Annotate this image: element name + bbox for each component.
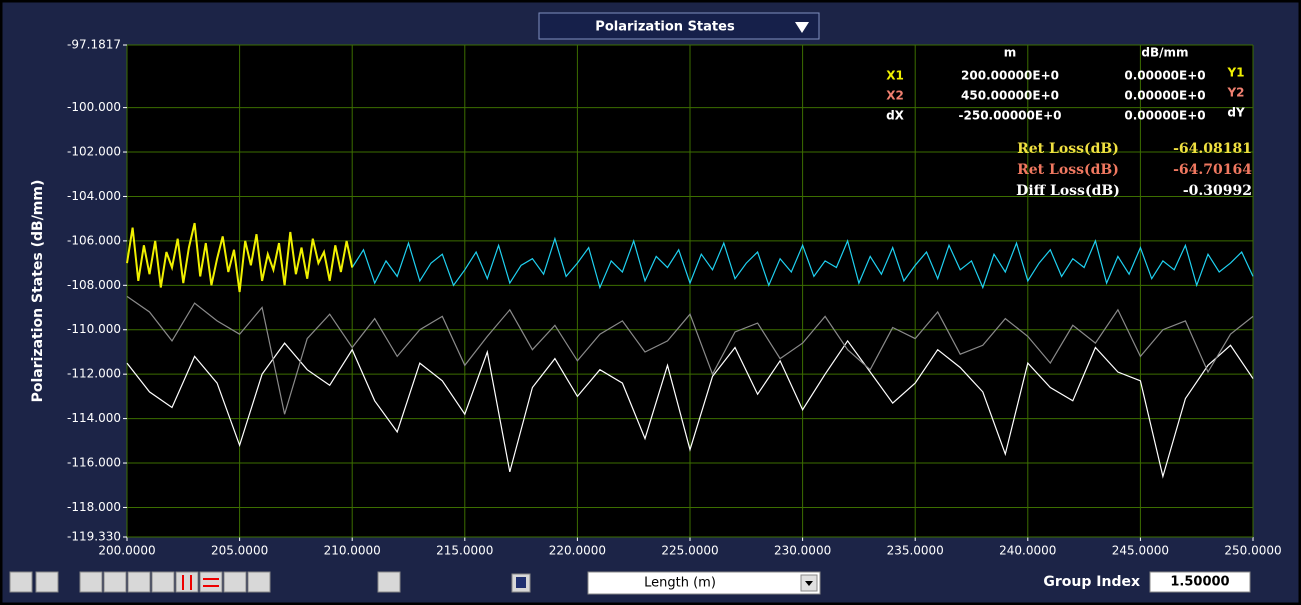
cursor-x-value: 450.00000E+0 <box>961 89 1059 103</box>
data-line <box>351 236 1254 290</box>
tool-button[interactable] <box>35 571 59 593</box>
tool-button[interactable] <box>199 571 223 593</box>
x-tick-label: 250.0000 <box>1224 544 1281 558</box>
cursor-y-value: 0.00000E+0 <box>1124 89 1205 103</box>
group-index-value: 1.50000 <box>1170 575 1229 590</box>
cursor-y-value: 0.00000E+0 <box>1124 69 1205 83</box>
dropdown-arrow <box>795 22 809 33</box>
y-tick-label: -97.1817 <box>67 38 121 52</box>
y-tick-label: -118.000 <box>67 500 121 514</box>
cursor-x-name: X1 <box>886 69 904 83</box>
tool-button[interactable] <box>79 571 103 593</box>
y-tick-label: -116.000 <box>67 456 121 470</box>
readout-header: m <box>1004 46 1017 60</box>
x-tick-label: 215.0000 <box>436 544 493 558</box>
loss-label: Diff Loss(dB) <box>1016 183 1120 199</box>
y-tick-label: -102.000 <box>67 145 121 159</box>
tool-button[interactable] <box>175 571 199 593</box>
readout-header: dB/mm <box>1141 46 1188 60</box>
group-index-label: Group Index <box>1043 574 1140 590</box>
cursor-x-name: dX <box>886 109 905 123</box>
cursor-x-value: 200.00000E+0 <box>961 69 1059 83</box>
tool-button[interactable] <box>223 571 247 593</box>
x-tick-label: 240.0000 <box>999 544 1056 558</box>
x-axis-dropdown[interactable] <box>587 571 821 595</box>
x-tick-label: 210.0000 <box>324 544 381 558</box>
x-tick-label: 230.0000 <box>774 544 831 558</box>
save-icon <box>516 577 526 588</box>
y-tick-label: -119.330 <box>67 530 121 544</box>
x-tick-label: 200.0000 <box>98 544 155 558</box>
cursor-x-name: X2 <box>886 89 904 103</box>
tool-button[interactable] <box>9 571 33 593</box>
y-tick-label: -108.000 <box>67 278 121 292</box>
x-tick-label: 205.0000 <box>211 544 268 558</box>
y-tick-label: -100.000 <box>67 100 121 114</box>
tool-button[interactable] <box>127 571 151 593</box>
tool-button[interactable] <box>247 571 271 593</box>
y-tick-label: -110.000 <box>67 322 121 336</box>
x-axis-label: Length (m) <box>644 576 716 591</box>
tool-button[interactable] <box>103 571 127 593</box>
data-line <box>126 339 1254 479</box>
x-tick-label: 220.0000 <box>549 544 606 558</box>
group-index-input[interactable] <box>1149 571 1251 593</box>
cursor-y-name: Y2 <box>1226 86 1244 100</box>
loss-value: -64.70164 <box>1173 162 1252 178</box>
chart-title: Polarization States <box>595 20 735 35</box>
cursor-y-name: dY <box>1227 106 1245 120</box>
y-axis-label: Polarization States (dB/mm) <box>30 180 46 403</box>
data-line <box>126 222 354 293</box>
x-tick-label: 225.0000 <box>661 544 718 558</box>
toolbar <box>9 571 531 593</box>
loss-value: -64.08181 <box>1173 141 1252 157</box>
tool-button[interactable] <box>151 571 175 593</box>
cursor-y-value: 0.00000E+0 <box>1124 109 1205 123</box>
y-tick-label: -114.000 <box>67 411 121 425</box>
title-dropdown[interactable] <box>538 12 820 40</box>
dropdown-arrow <box>805 581 813 586</box>
x-tick-label: 245.0000 <box>1112 544 1169 558</box>
loss-label: Ret Loss(dB) <box>1017 141 1119 157</box>
cursor-y-name: Y1 <box>1226 66 1244 80</box>
data-line <box>126 295 1254 415</box>
tool-button[interactable] <box>377 571 401 593</box>
y-tick-label: -104.000 <box>67 189 121 203</box>
loss-value: -0.30992 <box>1183 183 1252 199</box>
loss-label: Ret Loss(dB) <box>1017 162 1119 178</box>
x-tick-label: 235.0000 <box>887 544 944 558</box>
y-tick-label: -106.000 <box>67 233 121 247</box>
y-tick-label: -112.000 <box>67 367 121 381</box>
cursor-x-value: -250.00000E+0 <box>959 109 1062 123</box>
